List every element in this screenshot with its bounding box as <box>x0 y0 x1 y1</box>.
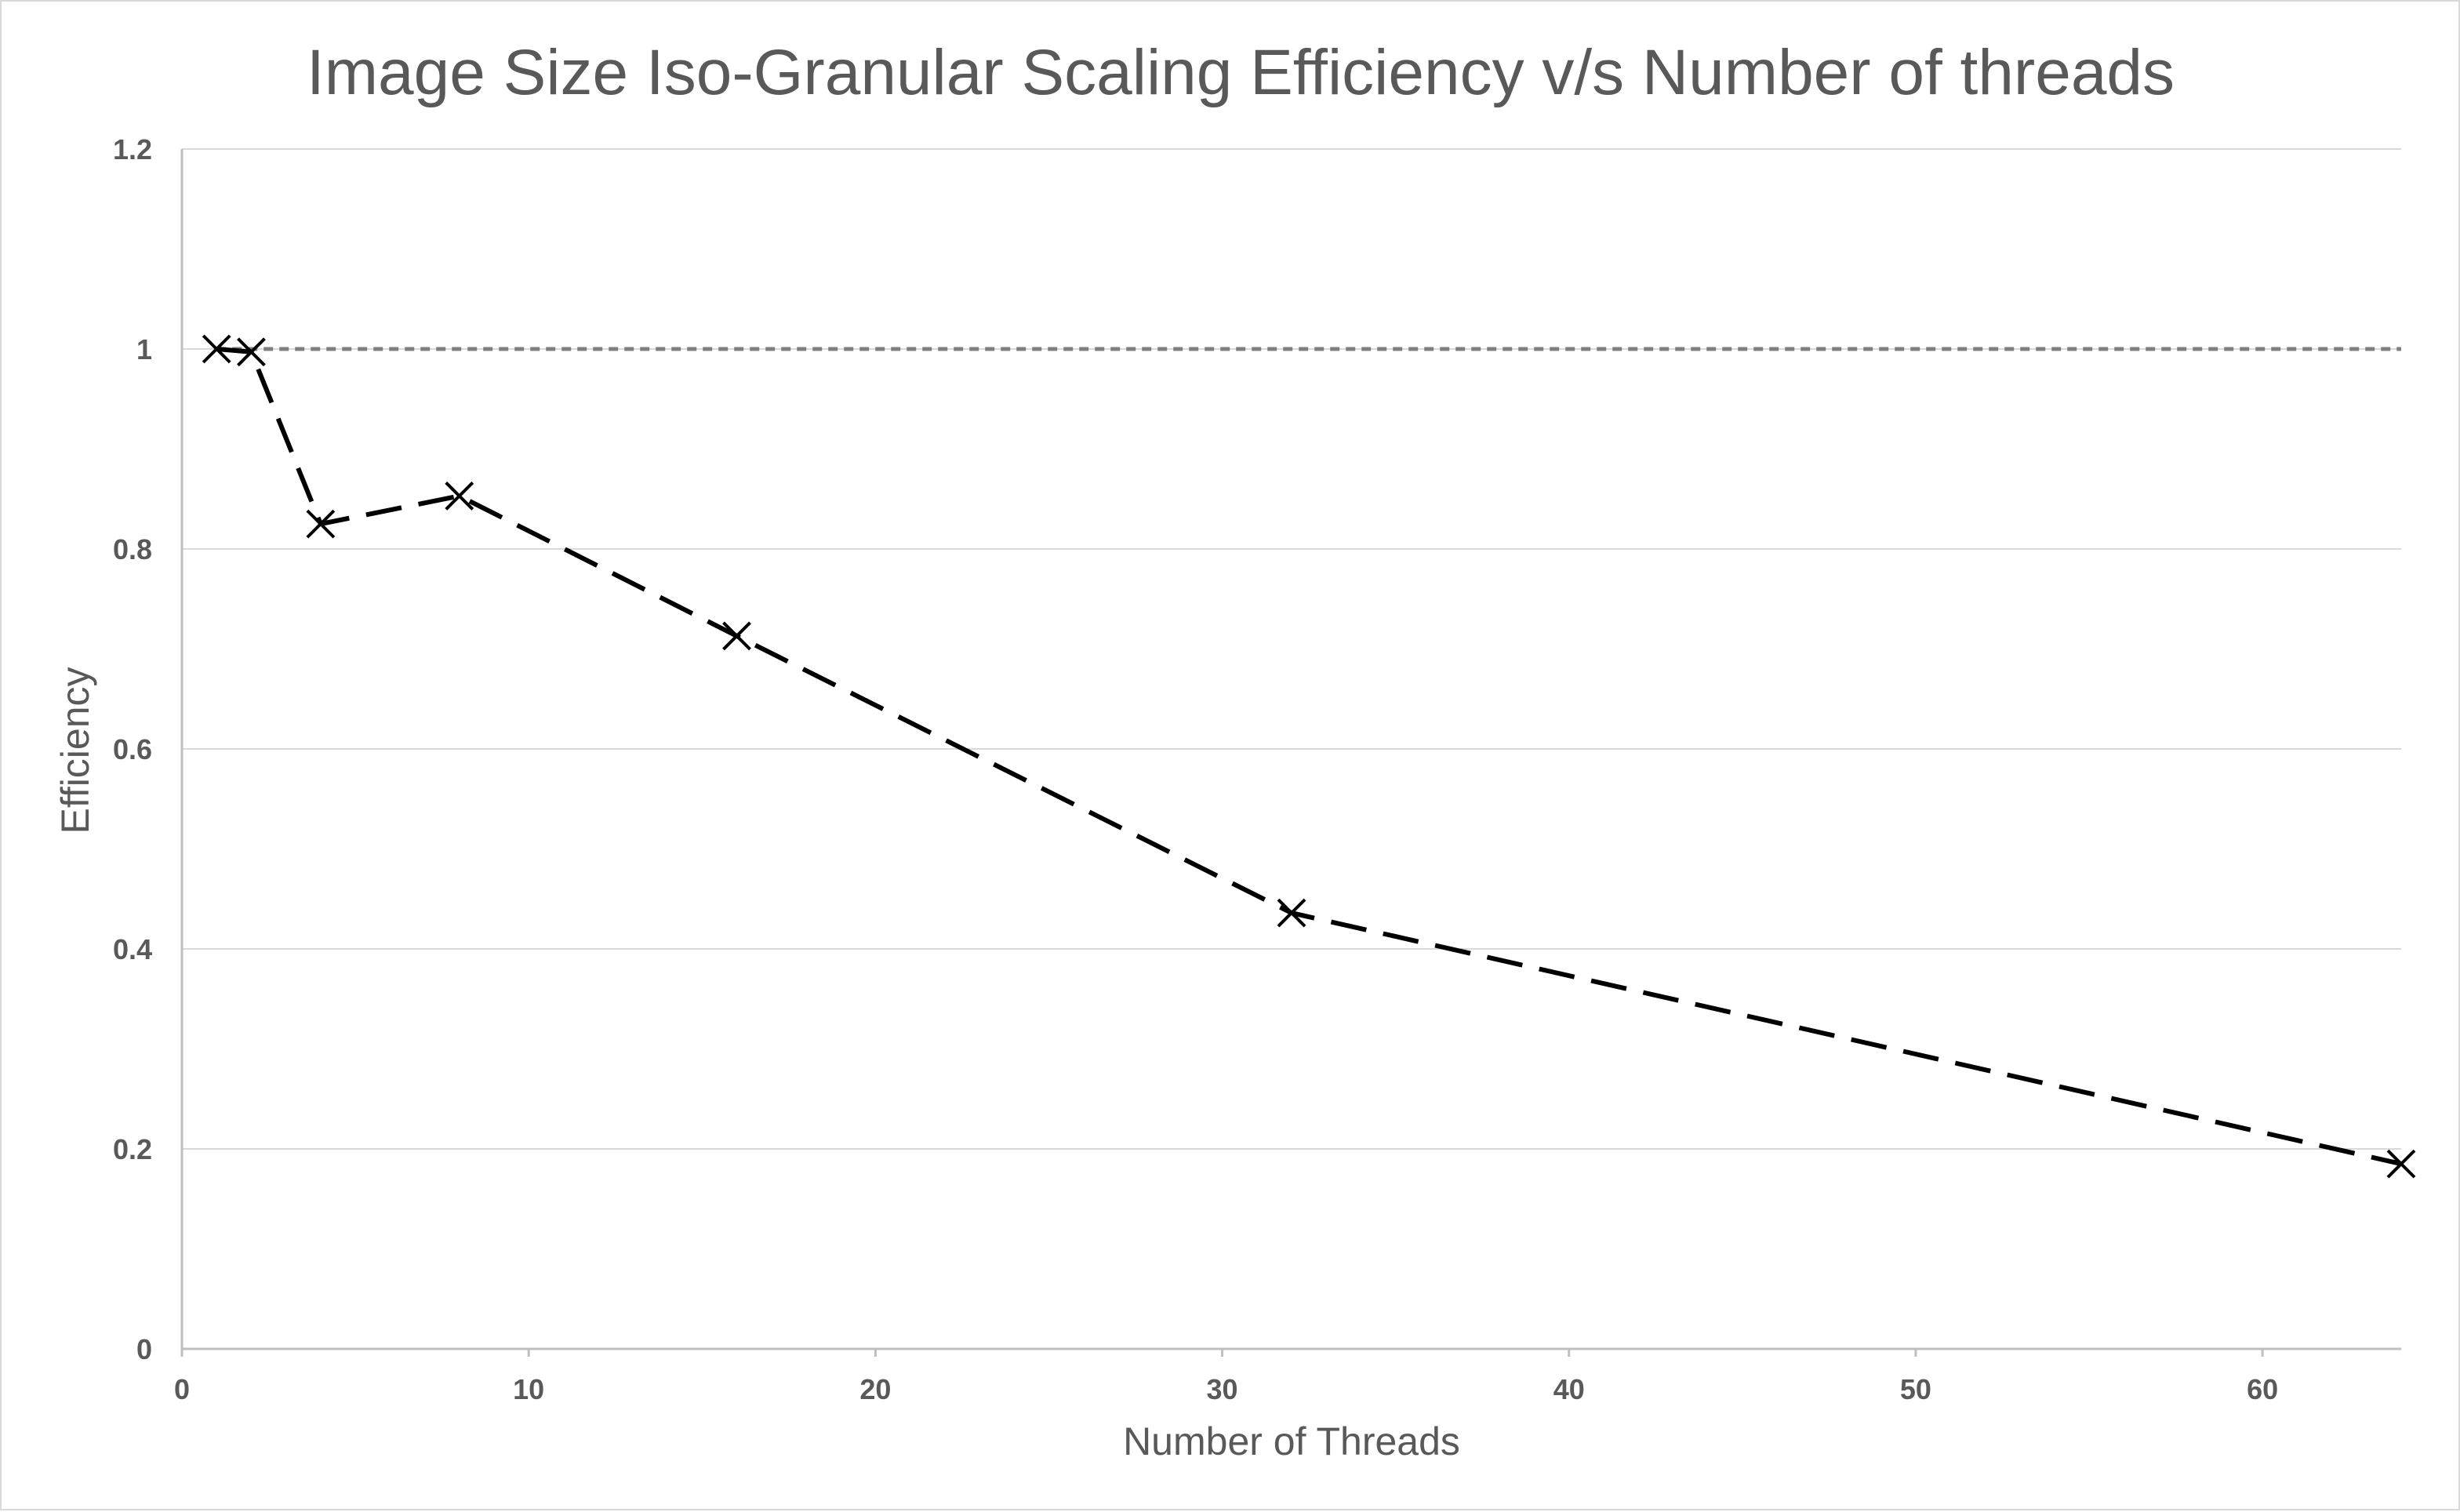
data-point-marker <box>237 337 266 367</box>
chart-title: Image Size Iso-Granular Scaling Efficien… <box>307 37 2175 108</box>
y-tick-label: 0.8 <box>113 533 152 565</box>
marker-stroke <box>445 482 474 511</box>
y-tick-label: 0.2 <box>113 1133 152 1165</box>
marker-stroke <box>237 337 266 367</box>
y-axis-title: Efficiency <box>53 667 97 834</box>
marker-stroke <box>2386 1149 2416 1179</box>
y-tick-label: 0.6 <box>113 733 152 765</box>
y-tick-label: 1.2 <box>113 133 152 165</box>
axes <box>180 149 2401 1357</box>
x-tick-label: 50 <box>1900 1373 1931 1405</box>
markers <box>202 334 2416 1179</box>
data-point-marker <box>1277 898 1306 928</box>
marker-stroke <box>1277 898 1306 928</box>
tick-labels: 0 0.2 0.4 0.6 0.8 1 1.2 0 10 20 30 40 50 60 <box>113 133 2278 1405</box>
data-point-marker <box>2386 1149 2416 1179</box>
x-tick-label: 30 <box>1207 1373 1238 1405</box>
x-tick-label: 60 <box>2247 1373 2278 1405</box>
data-point-marker <box>306 509 336 539</box>
series-layer <box>216 347 2402 1167</box>
marker-stroke <box>722 621 751 651</box>
gridlines <box>182 148 2401 1150</box>
x-tick-label: 0 <box>174 1373 190 1405</box>
data-point-marker <box>445 482 474 511</box>
marker-stroke <box>306 509 336 539</box>
x-tick-label: 40 <box>1553 1373 1585 1405</box>
x-tick-label: 10 <box>513 1373 544 1405</box>
y-tick-label: 0 <box>136 1333 152 1365</box>
x-tick-label: 20 <box>859 1373 891 1405</box>
y-tick-label: 1 <box>136 333 152 365</box>
data-point-marker <box>202 334 231 364</box>
y-tick-label: 0.4 <box>113 933 152 965</box>
efficiency-series-line <box>216 347 2402 1167</box>
data-point-marker <box>722 621 751 651</box>
x-axis-title: Number of Threads <box>1123 1419 1460 1463</box>
marker-stroke <box>202 334 231 364</box>
